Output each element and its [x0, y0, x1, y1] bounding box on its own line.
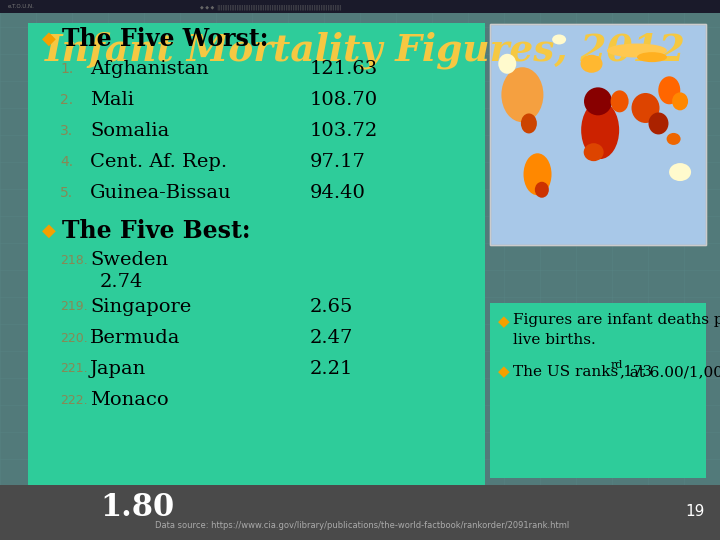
Text: e.T.O.U.N.: e.T.O.U.N. [8, 4, 35, 10]
Bar [28, 23, 485, 485]
Text: Bermuda: Bermuda [90, 329, 181, 347]
Text: 3.: 3. [60, 124, 73, 138]
Text: Singapore: Singapore [90, 298, 192, 316]
Text: Guinea-Bissau: Guinea-Bissau [90, 184, 232, 202]
Text: ◆: ◆ [498, 364, 510, 380]
Text: Sweden: Sweden [90, 251, 168, 269]
Ellipse shape [552, 35, 566, 44]
Text: 97.17: 97.17 [310, 153, 366, 171]
Ellipse shape [672, 92, 688, 110]
Text: 5.: 5. [60, 186, 73, 200]
Ellipse shape [584, 143, 603, 161]
Text: 2.47: 2.47 [310, 329, 354, 347]
Text: 121.63: 121.63 [310, 60, 378, 78]
Text: ◆: ◆ [42, 30, 56, 48]
Text: 222.: 222. [60, 394, 88, 407]
Ellipse shape [611, 90, 629, 112]
Ellipse shape [631, 93, 660, 123]
Ellipse shape [521, 113, 537, 133]
Text: The US ranks 173: The US ranks 173 [513, 365, 652, 379]
Text: Mali: Mali [90, 91, 134, 109]
Text: Cent. Af. Rep.: Cent. Af. Rep. [90, 153, 227, 171]
Text: 2.: 2. [60, 93, 73, 107]
Ellipse shape [523, 153, 552, 195]
Text: Afghanistan: Afghanistan [90, 60, 209, 78]
Ellipse shape [667, 133, 680, 145]
Text: Infant Mortality Figures, 2012: Infant Mortality Figures, 2012 [45, 31, 686, 69]
Ellipse shape [637, 52, 667, 62]
Text: Monaco: Monaco [90, 391, 168, 409]
Ellipse shape [501, 67, 544, 122]
Text: rd: rd [611, 360, 624, 370]
Ellipse shape [498, 54, 516, 74]
Text: 1.80: 1.80 [100, 491, 174, 523]
Text: 221.: 221. [60, 362, 88, 375]
Text: 19: 19 [685, 504, 705, 519]
Text: 94.40: 94.40 [310, 184, 366, 202]
Bar [0, 0, 720, 13]
Text: 2.21: 2.21 [310, 360, 354, 378]
Bar [490, 24, 706, 245]
Text: 4.: 4. [60, 155, 73, 169]
Bar [490, 303, 706, 478]
Ellipse shape [658, 76, 680, 104]
Ellipse shape [581, 101, 619, 159]
Text: live births.: live births. [513, 333, 595, 347]
Text: ◆: ◆ [498, 314, 510, 329]
Text: 2.74: 2.74 [100, 273, 143, 291]
Bar [0, 485, 720, 540]
Ellipse shape [580, 55, 603, 73]
Text: 219.: 219. [60, 300, 88, 314]
Text: 108.70: 108.70 [310, 91, 378, 109]
Ellipse shape [535, 182, 549, 198]
Text: ◆: ◆ [42, 222, 56, 240]
Text: The Five Best:: The Five Best: [62, 219, 251, 243]
Text: The Five Worst:: The Five Worst: [62, 27, 269, 51]
Text: 103.72: 103.72 [310, 122, 378, 140]
Text: Figures are infant deaths per 1,000: Figures are infant deaths per 1,000 [513, 313, 720, 327]
Text: , at 6.00/1,000: , at 6.00/1,000 [620, 365, 720, 379]
Ellipse shape [607, 44, 667, 58]
Ellipse shape [669, 163, 691, 181]
Text: Data source: https://www.cia.gov/library/publications/the-world-factbook/rankord: Data source: https://www.cia.gov/library… [155, 521, 570, 530]
Text: Japan: Japan [90, 360, 146, 378]
Bar [490, 24, 706, 245]
Text: 2.65: 2.65 [310, 298, 354, 316]
Text: ◆ ◆ ◆  |||||||||||||||||||||||||||||||||||||||||||||||||||||||||||||||||||||||: ◆ ◆ ◆ ||||||||||||||||||||||||||||||||||… [200, 4, 341, 10]
Text: 218.: 218. [60, 253, 88, 267]
Ellipse shape [649, 112, 668, 134]
Text: 220.: 220. [60, 332, 88, 345]
Text: 1.: 1. [60, 62, 73, 76]
Text: Somalia: Somalia [90, 122, 169, 140]
Ellipse shape [584, 87, 612, 116]
